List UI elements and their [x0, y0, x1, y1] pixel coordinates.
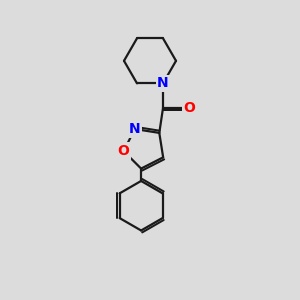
Text: N: N	[157, 76, 169, 90]
Text: O: O	[118, 144, 130, 158]
Text: O: O	[184, 101, 195, 115]
Text: N: N	[129, 122, 141, 136]
